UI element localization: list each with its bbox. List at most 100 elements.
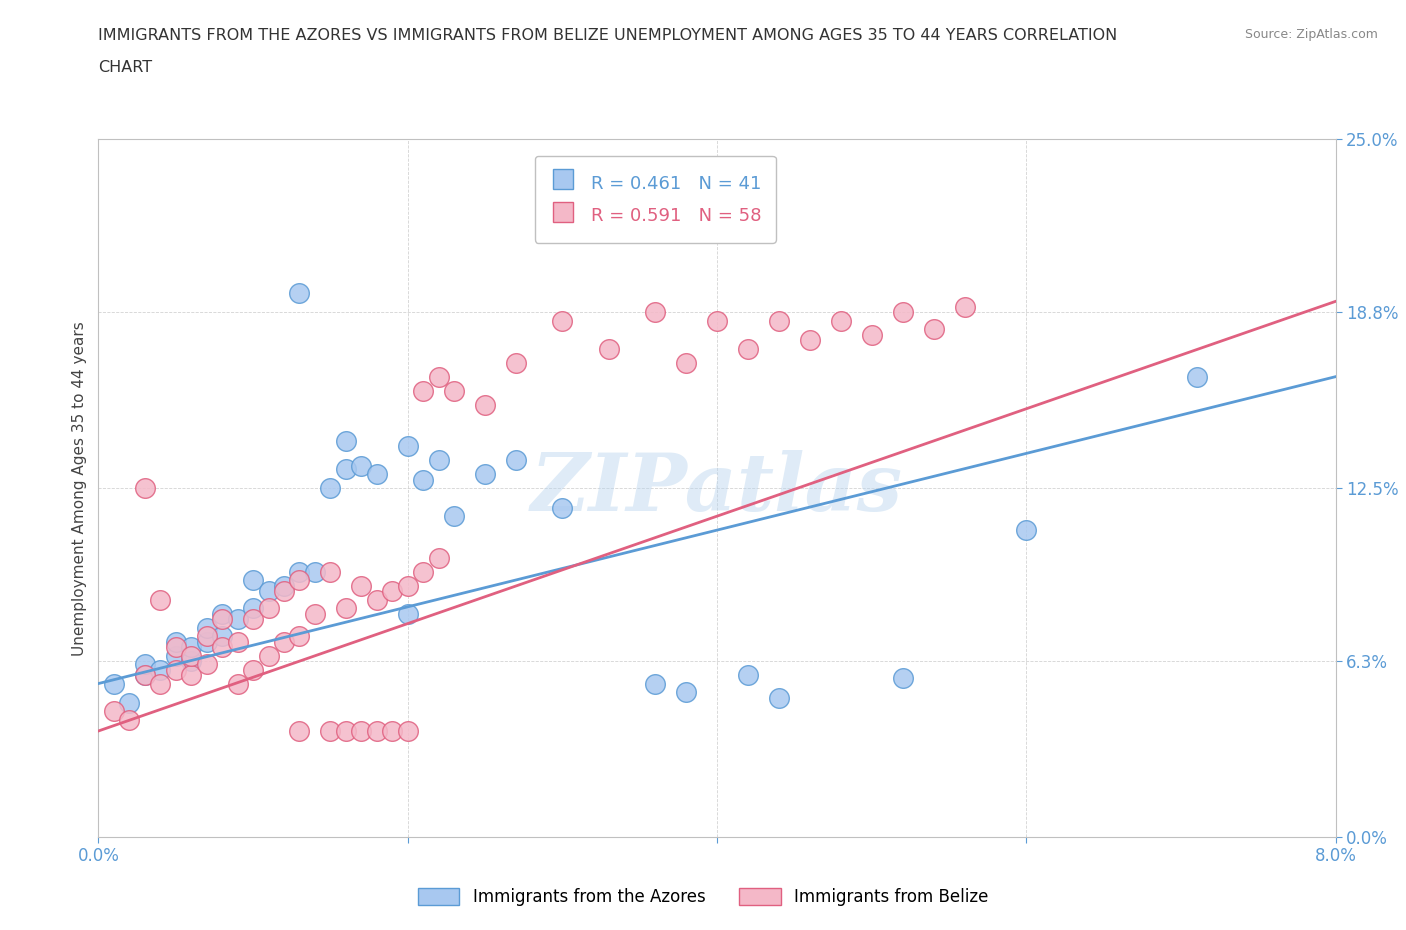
Legend: R = 0.461   N = 41, R = 0.591   N = 58: R = 0.461 N = 41, R = 0.591 N = 58 — [534, 155, 776, 243]
Point — [737, 341, 759, 356]
Point — [443, 383, 465, 398]
Point — [195, 657, 218, 671]
Text: Source: ZipAtlas.com: Source: ZipAtlas.com — [1244, 28, 1378, 41]
Point — [211, 640, 233, 655]
Point — [474, 397, 496, 412]
Point — [211, 629, 233, 644]
Point — [165, 648, 187, 663]
Point — [396, 606, 419, 621]
Point — [180, 640, 202, 655]
Point — [675, 355, 697, 370]
Point — [412, 472, 434, 487]
Point — [103, 704, 125, 719]
Point — [226, 676, 249, 691]
Point — [273, 634, 295, 649]
Point — [165, 662, 187, 677]
Point — [953, 299, 976, 314]
Point — [149, 592, 172, 607]
Point — [180, 654, 202, 669]
Point — [474, 467, 496, 482]
Point — [242, 601, 264, 616]
Point — [598, 341, 620, 356]
Point — [304, 565, 326, 579]
Point — [335, 724, 357, 738]
Point — [319, 565, 342, 579]
Point — [134, 657, 156, 671]
Text: IMMIGRANTS FROM THE AZORES VS IMMIGRANTS FROM BELIZE UNEMPLOYMENT AMONG AGES 35 : IMMIGRANTS FROM THE AZORES VS IMMIGRANTS… — [98, 28, 1118, 43]
Point — [134, 668, 156, 683]
Point — [180, 648, 202, 663]
Point — [737, 668, 759, 683]
Point — [257, 601, 280, 616]
Point — [304, 606, 326, 621]
Point — [226, 612, 249, 627]
Text: ZIPatlas: ZIPatlas — [531, 449, 903, 527]
Point — [118, 696, 141, 711]
Point — [242, 662, 264, 677]
Point — [427, 551, 450, 565]
Point — [288, 573, 311, 588]
Point — [134, 668, 156, 683]
Point — [273, 584, 295, 599]
Point — [412, 383, 434, 398]
Point — [335, 601, 357, 616]
Point — [366, 724, 388, 738]
Point — [118, 712, 141, 727]
Point — [830, 313, 852, 328]
Point — [195, 634, 218, 649]
Point — [396, 724, 419, 738]
Point — [103, 676, 125, 691]
Point — [505, 355, 527, 370]
Point — [644, 676, 666, 691]
Point — [366, 467, 388, 482]
Point — [768, 690, 790, 705]
Point — [288, 724, 311, 738]
Point — [427, 369, 450, 384]
Point — [443, 509, 465, 524]
Point — [381, 724, 404, 738]
Point — [350, 578, 373, 593]
Point — [149, 662, 172, 677]
Point — [350, 724, 373, 738]
Point — [226, 634, 249, 649]
Point — [273, 578, 295, 593]
Point — [180, 668, 202, 683]
Point — [134, 481, 156, 496]
Point — [396, 439, 419, 454]
Point — [891, 671, 914, 685]
Point — [211, 612, 233, 627]
Point — [366, 592, 388, 607]
Point — [381, 584, 404, 599]
Point — [396, 578, 419, 593]
Text: CHART: CHART — [98, 60, 152, 75]
Point — [165, 640, 187, 655]
Point — [288, 629, 311, 644]
Y-axis label: Unemployment Among Ages 35 to 44 years: Unemployment Among Ages 35 to 44 years — [72, 321, 87, 656]
Point — [195, 620, 218, 635]
Point — [242, 573, 264, 588]
Point — [211, 606, 233, 621]
Point — [644, 305, 666, 320]
Point — [195, 629, 218, 644]
Point — [149, 676, 172, 691]
Point — [1015, 523, 1038, 538]
Point — [706, 313, 728, 328]
Point — [319, 481, 342, 496]
Point — [288, 565, 311, 579]
Point — [551, 313, 574, 328]
Point — [257, 584, 280, 599]
Point — [1185, 369, 1208, 384]
Point — [860, 327, 883, 342]
Point — [891, 305, 914, 320]
Legend: Immigrants from the Azores, Immigrants from Belize: Immigrants from the Azores, Immigrants f… — [411, 881, 995, 912]
Point — [427, 453, 450, 468]
Point — [257, 648, 280, 663]
Point — [288, 286, 311, 300]
Point — [551, 500, 574, 515]
Point — [335, 461, 357, 476]
Point — [335, 433, 357, 448]
Point — [505, 453, 527, 468]
Point — [675, 684, 697, 699]
Point — [165, 634, 187, 649]
Point — [922, 322, 945, 337]
